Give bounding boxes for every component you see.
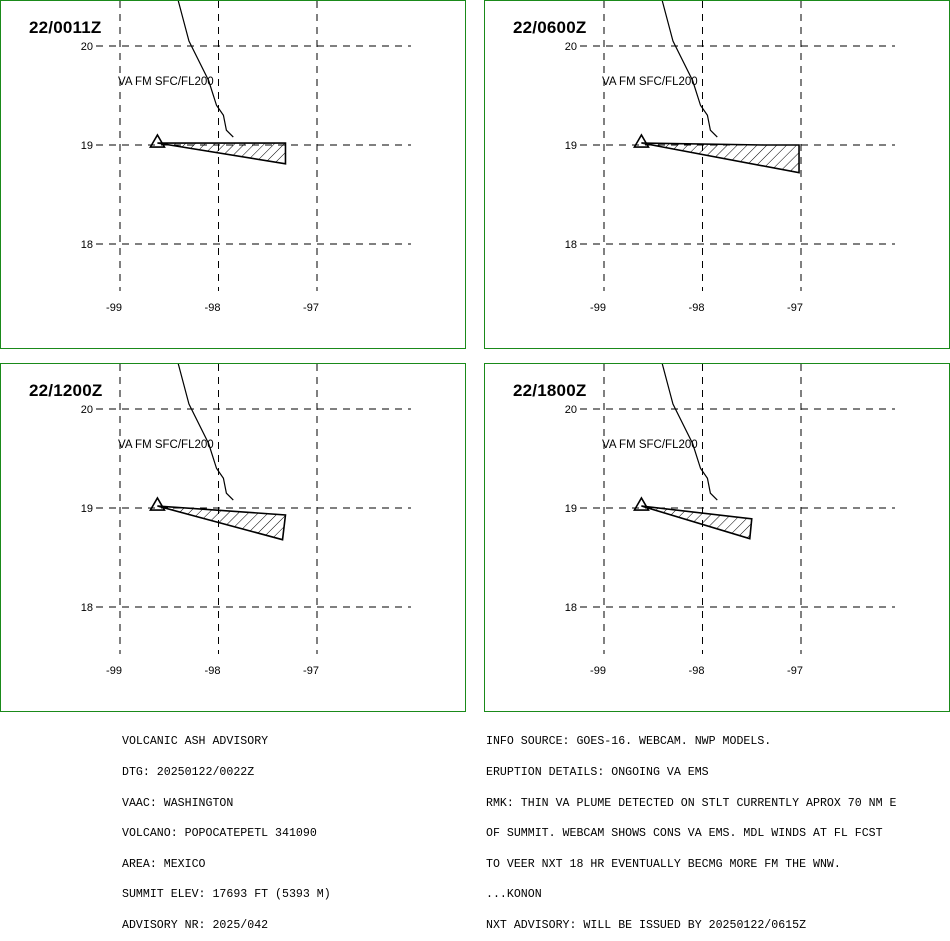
lon-tick-label: -98 — [205, 302, 221, 314]
forecast-time: 22/0011Z — [29, 18, 102, 37]
lat-tick-label: 20 — [81, 404, 93, 416]
lon-tick-label: -98 — [689, 302, 705, 314]
ash-level-label: VA FM SFC/FL200 — [118, 76, 214, 88]
lat-tick-label: 19 — [565, 503, 577, 515]
lon-tick-label: -99 — [590, 665, 606, 677]
lat-tick-label: 19 — [81, 503, 93, 515]
advisory-line: NXT ADVISORY: WILL BE ISSUED BY 20250122… — [486, 918, 807, 932]
ash-plume-polygon — [157, 505, 287, 541]
lon-tick-label: -98 — [205, 665, 221, 677]
lon-tick-label: -99 — [590, 302, 606, 314]
ash-level-label: VA FM SFC/FL200 — [602, 76, 698, 88]
coastline — [661, 1, 718, 138]
ash-level-label: VA FM SFC/FL200 — [118, 439, 214, 451]
advisory-line: TO VEER NXT 18 HR EVENTUALLY BECMG MORE … — [486, 857, 841, 871]
forecast-panel-1: 20 19 18 -99 -98 -97 22/0011Z VA FM SFC/FL200 — [0, 0, 466, 349]
map-svg-4: 20 19 18 -99 -98 -97 — [565, 364, 895, 677]
forecast-panel-4: 20 19 18 -99 -98 -97 22/1800Z VA FM SFC/FL200 — [484, 363, 950, 712]
advisory-line: OF SUMMIT. WEBCAM SHOWS CONS VA EMS. MDL… — [486, 827, 883, 841]
lat-tick-label: 20 — [565, 41, 577, 53]
advisory-line: ERUPTION DETAILS: ONGOING VA EMS — [486, 766, 709, 779]
lat-tick-label: 18 — [81, 239, 93, 251]
forecast-time: 22/0600Z — [513, 18, 587, 37]
advisory-line: AREA: MEXICO — [122, 857, 206, 871]
advisory-line: SUMMIT ELEV: 17693 FT (5393 M) — [122, 888, 331, 902]
lat-tick-label: 18 — [565, 239, 577, 251]
volcano-icon — [633, 496, 650, 511]
lat-tick-label: 20 — [565, 404, 577, 416]
lon-tick-label: -97 — [787, 665, 803, 677]
forecast-panel-2: 20 19 18 -99 -98 -97 22/0600Z VA FM SFC/FL200 — [484, 0, 950, 349]
advisory-line: DTG: 20250122/0022Z — [122, 766, 255, 779]
lat-tick-label: 18 — [565, 602, 577, 614]
advisory-line: INFO SOURCE: GOES-16. WEBCAM. NWP MODELS… — [486, 735, 772, 749]
coastline — [177, 364, 234, 501]
volcano-icon — [149, 133, 166, 148]
ash-level-label: VA FM SFC/FL200 — [602, 439, 698, 451]
lon-tick-label: -97 — [303, 665, 319, 677]
map-svg-3: 20 19 18 -99 -98 -97 — [81, 364, 411, 677]
ash-plume-polygon — [157, 142, 287, 165]
lon-tick-label: -99 — [106, 302, 122, 314]
advisory-line: VOLCANIC ASH ADVISORY — [122, 735, 269, 749]
lon-tick-label: -97 — [787, 302, 803, 314]
advisory-left-text: VOLCANIC ASH ADVISORY DTG: 20250122/0022… — [122, 717, 331, 941]
lon-tick-label: -98 — [689, 665, 705, 677]
advisory-line: ADVISORY NR: 2025/042 — [122, 918, 269, 932]
lat-tick-label: 19 — [81, 140, 93, 152]
lon-tick-label: -97 — [303, 302, 319, 314]
forecast-time: 22/1200Z — [29, 381, 103, 400]
lat-tick-label: 19 — [565, 140, 577, 152]
map-svg-2: 20 19 18 -99 -98 -97 — [565, 1, 895, 314]
volcano-icon — [149, 496, 166, 511]
lat-tick-label: 18 — [81, 602, 93, 614]
map-svg-1: 20 19 18 -99 -98 -97 — [81, 1, 411, 314]
coastline — [177, 1, 234, 138]
forecast-time: 22/1800Z — [513, 381, 587, 400]
lat-tick-label: 20 — [81, 41, 93, 53]
coastline — [661, 364, 718, 501]
forecast-panel-3: 20 19 18 -99 -98 -97 22/1200Z VA FM SFC/FL200 — [0, 363, 466, 712]
advisory-line: ...KONON — [486, 888, 542, 902]
volcano-icon — [633, 133, 650, 148]
advisory-line: VAAC: WASHINGTON — [122, 796, 234, 810]
advisory-right-text: INFO SOURCE: GOES-16. WEBCAM. NWP MODELS… — [486, 717, 897, 941]
ash-plume-polygon — [641, 505, 753, 540]
ash-plume-polygon — [641, 142, 800, 174]
advisory-line: RMK: THIN VA PLUME DETECTED ON STLT CURR… — [486, 796, 897, 810]
advisory-line: VOLCANO: POPOCATEPETL 341090 — [122, 827, 317, 841]
lon-tick-label: -99 — [106, 665, 122, 677]
